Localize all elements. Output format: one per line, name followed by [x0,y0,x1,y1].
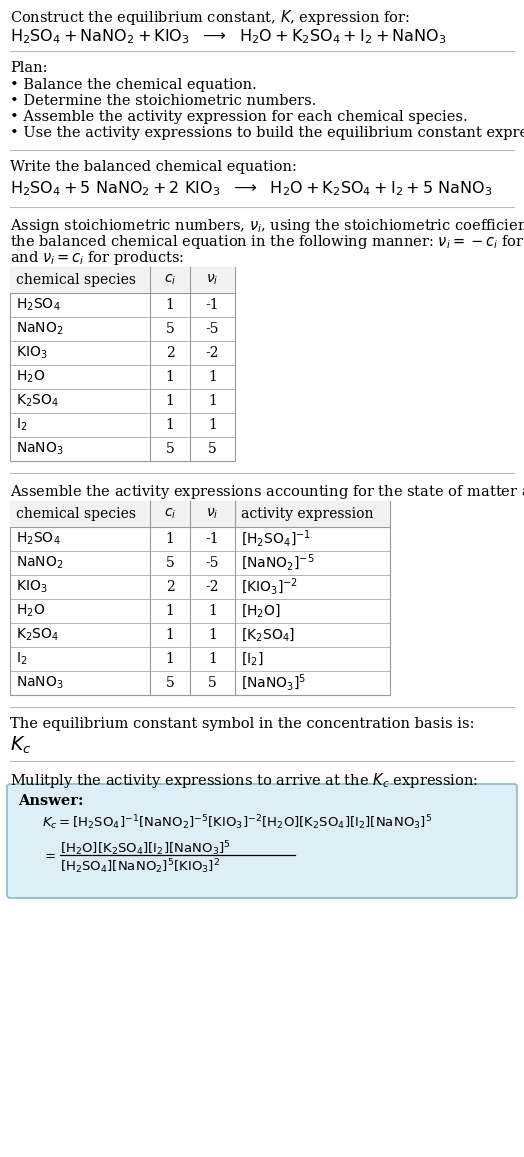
Text: $\mathrm{I_2}$: $\mathrm{I_2}$ [16,417,27,433]
Text: $[\mathrm{NaNO_2}]^{-5}$: $[\mathrm{NaNO_2}]^{-5}$ [241,553,314,573]
Text: Write the balanced chemical equation:: Write the balanced chemical equation: [10,160,297,174]
Bar [10,267,235,460]
Text: 5: 5 [166,322,174,336]
Text: 1: 1 [166,604,174,618]
Text: $K_c = [\mathrm{H_2SO_4}]^{-1}[\mathrm{NaNO_2}]^{-5}[\mathrm{KIO_3}]^{-2}[\mathr: $K_c = [\mathrm{H_2SO_4}]^{-1}[\mathrm{N… [42,813,432,832]
Text: $[\mathrm{H_2O}]$: $[\mathrm{H_2O}]$ [241,603,281,619]
Text: $\mathrm{H_2O}$: $\mathrm{H_2O}$ [16,603,45,619]
Text: $c_i$: $c_i$ [164,273,176,287]
Text: $\mathrm{H_2SO_4 + 5\ NaNO_2 + 2\ KIO_3\ \ \longrightarrow\ \ H_2O + K_2SO_4 + I: $\mathrm{H_2SO_4 + 5\ NaNO_2 + 2\ KIO_3\… [10,179,492,198]
Text: activity expression: activity expression [241,507,374,521]
Text: $[\mathrm{H_2O}][\mathrm{K_2SO_4}][\mathrm{I_2}][\mathrm{NaNO_3}]^5$: $[\mathrm{H_2O}][\mathrm{K_2SO_4}][\math… [60,839,231,857]
Text: Mulitply the activity expressions to arrive at the $K_c$ expression:: Mulitply the activity expressions to arr… [10,771,478,790]
Bar [10,267,235,293]
Text: • Balance the chemical equation.: • Balance the chemical equation. [10,78,257,93]
Text: • Assemble the activity expression for each chemical species.: • Assemble the activity expression for e… [10,110,467,124]
Text: 2: 2 [166,346,174,360]
Text: $c_i$: $c_i$ [164,507,176,521]
Text: Assign stoichiometric numbers, $\nu_i$, using the stoichiometric coefficients, $: Assign stoichiometric numbers, $\nu_i$, … [10,218,524,235]
Text: $\mathrm{KIO_3}$: $\mathrm{KIO_3}$ [16,345,48,361]
Text: The equilibrium constant symbol in the concentration basis is:: The equilibrium constant symbol in the c… [10,717,475,731]
Text: 1: 1 [208,628,217,642]
Text: Plan:: Plan: [10,61,48,75]
Text: 1: 1 [166,370,174,384]
Text: Assemble the activity expressions accounting for the state of matter and $\nu_i$: Assemble the activity expressions accoun… [10,482,524,501]
Text: chemical species: chemical species [16,507,136,521]
Text: $\mathrm{K_2SO_4}$: $\mathrm{K_2SO_4}$ [16,392,59,410]
Text: $\mathrm{H_2SO_4}$: $\mathrm{H_2SO_4}$ [16,297,61,314]
FancyBboxPatch shape [7,784,517,898]
Text: 2: 2 [166,580,174,594]
Text: $[\mathrm{H_2SO_4}][\mathrm{NaNO_2}]^5[\mathrm{KIO_3}]^2$: $[\mathrm{H_2SO_4}][\mathrm{NaNO_2}]^5[\… [60,857,220,876]
Text: 5: 5 [208,442,217,456]
Text: 1: 1 [166,628,174,642]
Text: 5: 5 [166,676,174,690]
Text: $[\mathrm{I_2}]$: $[\mathrm{I_2}]$ [241,650,264,668]
Text: 5: 5 [166,557,174,570]
Text: $\mathrm{KIO_3}$: $\mathrm{KIO_3}$ [16,578,48,595]
Text: $[\mathrm{KIO_3}]^{-2}$: $[\mathrm{KIO_3}]^{-2}$ [241,577,298,597]
Text: $\nu_i$: $\nu_i$ [206,273,219,287]
Text: $\mathrm{H_2SO_4 + NaNO_2 + KIO_3\ \ \longrightarrow\ \ H_2O + K_2SO_4 + I_2 + N: $\mathrm{H_2SO_4 + NaNO_2 + KIO_3\ \ \lo… [10,27,446,45]
Text: $\mathrm{NaNO_3}$: $\mathrm{NaNO_3}$ [16,441,64,457]
Text: 1: 1 [208,653,217,666]
Text: $\mathrm{NaNO_2}$: $\mathrm{NaNO_2}$ [16,555,63,572]
Text: $\mathrm{H_2O}$: $\mathrm{H_2O}$ [16,369,45,385]
Text: 1: 1 [166,532,174,546]
Bar [10,501,390,695]
Text: • Use the activity expressions to build the equilibrium constant expression.: • Use the activity expressions to build … [10,126,524,140]
Text: $[\mathrm{K_2SO_4}]$: $[\mathrm{K_2SO_4}]$ [241,627,295,643]
Text: $\nu_i$: $\nu_i$ [206,507,219,521]
Text: chemical species: chemical species [16,273,136,287]
Text: $\mathrm{K_2SO_4}$: $\mathrm{K_2SO_4}$ [16,627,59,643]
Text: 1: 1 [208,604,217,618]
Text: and $\nu_i = c_i$ for products:: and $\nu_i = c_i$ for products: [10,249,184,267]
Text: $\mathrm{NaNO_3}$: $\mathrm{NaNO_3}$ [16,675,64,691]
Text: -5: -5 [206,557,219,570]
Text: the balanced chemical equation in the following manner: $\nu_i = -c_i$ for react: the balanced chemical equation in the fo… [10,233,524,251]
Text: 1: 1 [166,653,174,666]
Text: $K_c$: $K_c$ [10,735,31,757]
Text: 1: 1 [166,395,174,408]
Text: 1: 1 [166,299,174,312]
Text: 1: 1 [208,370,217,384]
Text: $[\mathrm{H_2SO_4}]^{-1}$: $[\mathrm{H_2SO_4}]^{-1}$ [241,529,311,550]
Text: • Determine the stoichiometric numbers.: • Determine the stoichiometric numbers. [10,94,316,108]
Text: $\mathrm{NaNO_2}$: $\mathrm{NaNO_2}$ [16,320,63,337]
Text: Construct the equilibrium constant, $K$, expression for:: Construct the equilibrium constant, $K$,… [10,8,410,27]
Text: $\mathrm{H_2SO_4}$: $\mathrm{H_2SO_4}$ [16,531,61,547]
Text: -5: -5 [206,322,219,336]
Text: $[\mathrm{NaNO_3}]^5$: $[\mathrm{NaNO_3}]^5$ [241,673,307,693]
Text: $\mathrm{I_2}$: $\mathrm{I_2}$ [16,650,27,668]
Text: -1: -1 [206,532,220,546]
Text: 5: 5 [166,442,174,456]
Text: 1: 1 [208,418,217,432]
Text: Answer:: Answer: [18,794,83,808]
Text: -1: -1 [206,299,220,312]
Bar [10,501,390,526]
Text: -2: -2 [206,346,219,360]
Text: 1: 1 [166,418,174,432]
Text: -2: -2 [206,580,219,594]
Text: $=$: $=$ [42,848,56,862]
Text: 5: 5 [208,676,217,690]
Text: 1: 1 [208,395,217,408]
